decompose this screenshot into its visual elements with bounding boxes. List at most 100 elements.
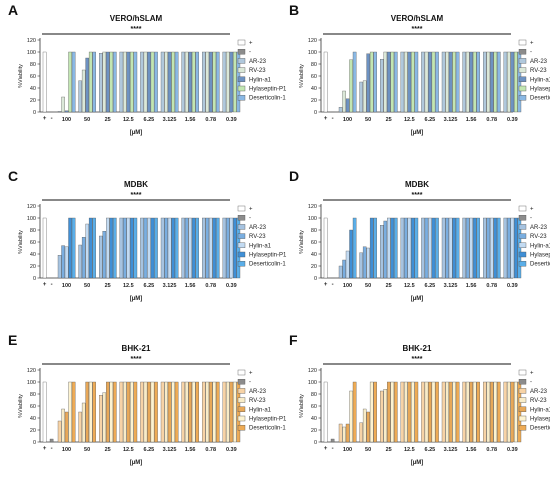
y-tick-label: 80 bbox=[311, 62, 317, 68]
bar-ar-23 bbox=[99, 235, 103, 279]
bar-hylaseptin-p1 bbox=[150, 381, 155, 443]
bar-rv-23 bbox=[383, 389, 388, 443]
bar-rv-23 bbox=[424, 51, 429, 113]
bar-rv-23 bbox=[486, 381, 491, 443]
legend-entry: + bbox=[249, 207, 253, 213]
significance-stars: **** bbox=[412, 192, 423, 199]
legend-entry: AR-23 bbox=[530, 225, 548, 231]
chart-title: MDBK bbox=[124, 180, 148, 189]
bar-hylin-a1 bbox=[85, 223, 89, 279]
bar-ar-23 bbox=[503, 51, 508, 113]
bar-hylin-a1 bbox=[448, 381, 453, 443]
legend-swatch bbox=[237, 39, 246, 46]
bar-deserticolin-1 bbox=[133, 51, 138, 113]
bar-hylin-a1 bbox=[85, 381, 89, 443]
y-tick-label: 100 bbox=[308, 216, 317, 222]
bar-hylin-a1 bbox=[448, 217, 453, 279]
bar-rv-23 bbox=[362, 246, 367, 279]
bar-rv-23 bbox=[383, 51, 388, 113]
y-tick-label: 20 bbox=[30, 98, 36, 104]
legend-entry: Hylaseptin-P1 bbox=[530, 417, 550, 423]
y-tick-label: 60 bbox=[30, 404, 36, 410]
legend-entry: + bbox=[530, 41, 534, 47]
x-tick-label: 3.125 bbox=[163, 283, 177, 289]
bar-rv-23 bbox=[226, 51, 230, 113]
legend-entry: Deserticolin-1 bbox=[249, 96, 286, 102]
bar-hylaseptin-p1 bbox=[68, 217, 72, 279]
legend-swatch bbox=[237, 224, 246, 230]
x-tick-label-control: - bbox=[332, 282, 334, 288]
y-tick-label: 20 bbox=[311, 428, 317, 434]
bar-positive-control bbox=[323, 51, 328, 113]
bar-hylin-a1 bbox=[209, 381, 213, 443]
bar-hylaseptin-p1 bbox=[514, 381, 518, 443]
y-tick-label: 0 bbox=[314, 110, 317, 116]
bar-hylin-a1 bbox=[209, 217, 213, 279]
y-axis-label: %Viability bbox=[299, 64, 305, 88]
bar-rv-23 bbox=[164, 381, 168, 443]
legend-swatch bbox=[518, 388, 527, 394]
bar-deserticolin-1 bbox=[174, 217, 179, 279]
bar-hylaseptin-p1 bbox=[68, 51, 72, 113]
bar-hylin-a1 bbox=[167, 51, 172, 113]
y-tick-label: 0 bbox=[33, 440, 36, 446]
bar-rv-23 bbox=[465, 217, 470, 279]
bar-deserticolin-1 bbox=[476, 51, 480, 113]
legend-swatch bbox=[518, 85, 527, 92]
legend-swatch bbox=[237, 397, 246, 403]
bar-hylin-a1 bbox=[64, 110, 69, 113]
bar-hylin-a1 bbox=[147, 51, 151, 113]
x-tick-label: 50 bbox=[365, 283, 371, 289]
legend-swatch bbox=[237, 260, 246, 267]
bar-rv-23 bbox=[143, 217, 148, 279]
bar-hylin-a1 bbox=[64, 246, 69, 279]
bar-hylaseptin-p1 bbox=[472, 51, 477, 113]
legend-swatch bbox=[518, 260, 527, 267]
bar-ar-23 bbox=[160, 51, 165, 113]
x-tick-label-control: - bbox=[51, 282, 53, 288]
bar-ar-23 bbox=[119, 381, 124, 443]
bar-ar-23 bbox=[338, 265, 343, 279]
y-tick-label: 120 bbox=[308, 368, 317, 374]
legend-swatch bbox=[518, 215, 527, 221]
legend-entry: - bbox=[249, 50, 251, 56]
y-tick-label: 120 bbox=[27, 204, 36, 210]
legend-swatch bbox=[237, 205, 246, 212]
x-tick-label: 6.25 bbox=[144, 447, 155, 453]
legend-entry: RV-23 bbox=[249, 398, 266, 404]
bar-hylaseptin-p1 bbox=[171, 51, 175, 113]
legend-swatch bbox=[518, 242, 527, 249]
x-tick-label: 50 bbox=[84, 447, 90, 453]
bar-positive-control bbox=[42, 381, 47, 443]
x-tick-label: 0.39 bbox=[507, 283, 518, 289]
x-tick-label: 25 bbox=[386, 447, 392, 453]
legend-swatch bbox=[518, 379, 527, 385]
legend-entry: Deserticolin-1 bbox=[249, 262, 286, 268]
bar-rv-23 bbox=[342, 90, 346, 113]
bar-hylaseptin-p1 bbox=[452, 51, 456, 113]
bar-rv-23 bbox=[205, 381, 210, 443]
x-tick-label: 0.39 bbox=[507, 117, 518, 123]
significance-stars: **** bbox=[131, 26, 142, 33]
bar-rv-23 bbox=[123, 51, 127, 113]
bar-deserticolin-1 bbox=[414, 51, 419, 113]
bar-hylaseptin-p1 bbox=[452, 381, 456, 443]
bar-deserticolin-1 bbox=[435, 381, 439, 443]
bar-deserticolin-1 bbox=[394, 217, 398, 279]
bar-hylaseptin-p1 bbox=[514, 51, 518, 113]
bar-rv-23 bbox=[164, 51, 168, 113]
bar-rv-23 bbox=[61, 245, 65, 279]
bar-deserticolin-1 bbox=[497, 381, 501, 443]
bar-hylaseptin-p1 bbox=[390, 381, 395, 443]
x-tick-label: 50 bbox=[365, 447, 371, 453]
legend-swatch bbox=[237, 251, 246, 258]
significance-stars: **** bbox=[412, 26, 423, 33]
bar-hylin-a1 bbox=[188, 381, 192, 443]
bar-ar-23 bbox=[181, 381, 185, 443]
x-tick-label: 100 bbox=[343, 117, 352, 123]
x-tick-label: 3.125 bbox=[444, 447, 458, 453]
legend-swatch bbox=[518, 94, 527, 101]
legend-entry: - bbox=[530, 50, 532, 56]
y-tick-label: 40 bbox=[311, 252, 317, 258]
